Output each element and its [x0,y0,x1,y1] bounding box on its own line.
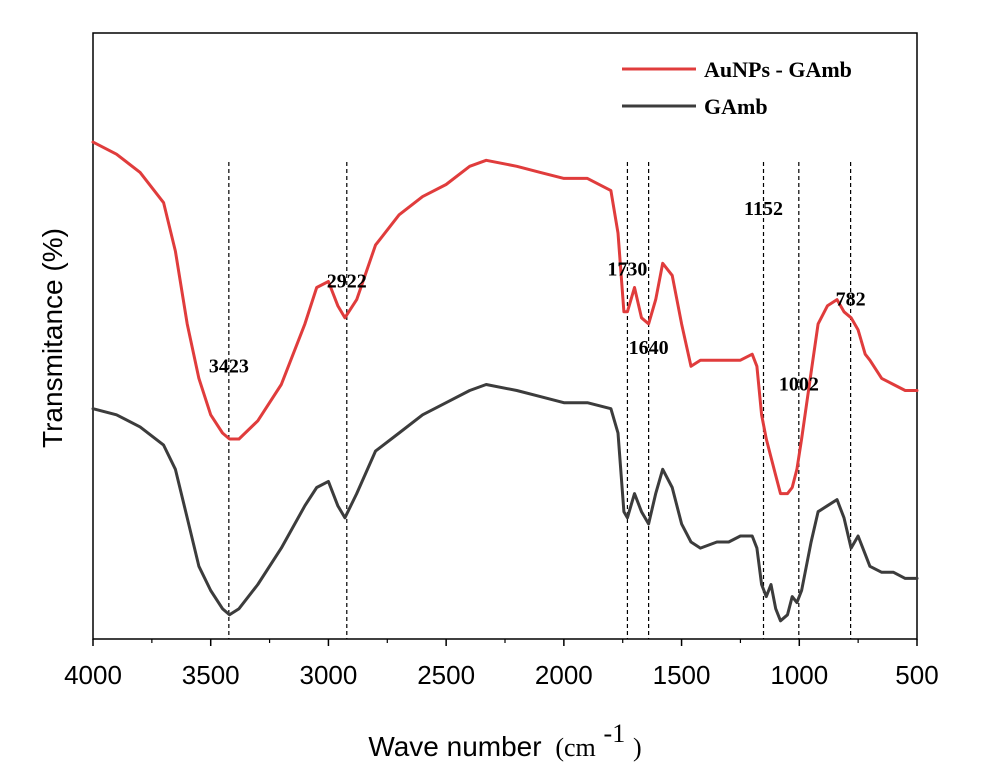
x-tick-label-4000: 4000 [64,660,122,690]
legend: AuNPs - GAmb GAmb [622,57,852,119]
x-tick-label-3000: 3000 [300,660,358,690]
series-group [91,140,919,623]
series-line-aunps-gamb [91,140,919,496]
x-tick-label-3500: 3500 [182,660,240,690]
x-axis-ticks: 4000 3500 3000 2500 2000 1500 1000 500 [64,639,939,690]
annotations: 3423 2922 1730 1640 1152 1002 782 [209,198,866,396]
x-tick-label-1000: 1000 [770,660,828,690]
peak-label-3423: 3423 [209,355,249,377]
peak-label-1152: 1152 [744,198,783,220]
legend-label-aunps-gamb: AuNPs - GAmb [704,57,852,82]
x-tick-label-2500: 2500 [417,660,475,690]
x-tick-label-1500: 1500 [653,660,711,690]
plot-frame [92,32,918,640]
x-axis-unit-base: (cm [555,733,595,762]
peak-label-1640: 1640 [629,337,669,359]
x-axis-title: Wave number (cm -1 ) [368,717,641,762]
x-tick-label-500: 500 [895,660,938,690]
y-axis-title: Transmitance (%) [37,228,68,448]
peak-label-1002: 1002 [779,374,819,396]
legend-label-gamb: GAmb [704,94,768,119]
x-axis-unit-sup: -1 [604,719,626,748]
x-axis-unit-close: ) [633,733,642,762]
peak-label-2922: 2922 [327,271,367,293]
series-line-gamb [91,383,919,623]
peak-label-1730: 1730 [607,258,647,280]
x-tick-label-2000: 2000 [535,660,593,690]
peak-label-782: 782 [836,289,866,311]
reference-lines [228,162,852,639]
x-axis-title-main: Wave number [368,731,541,762]
